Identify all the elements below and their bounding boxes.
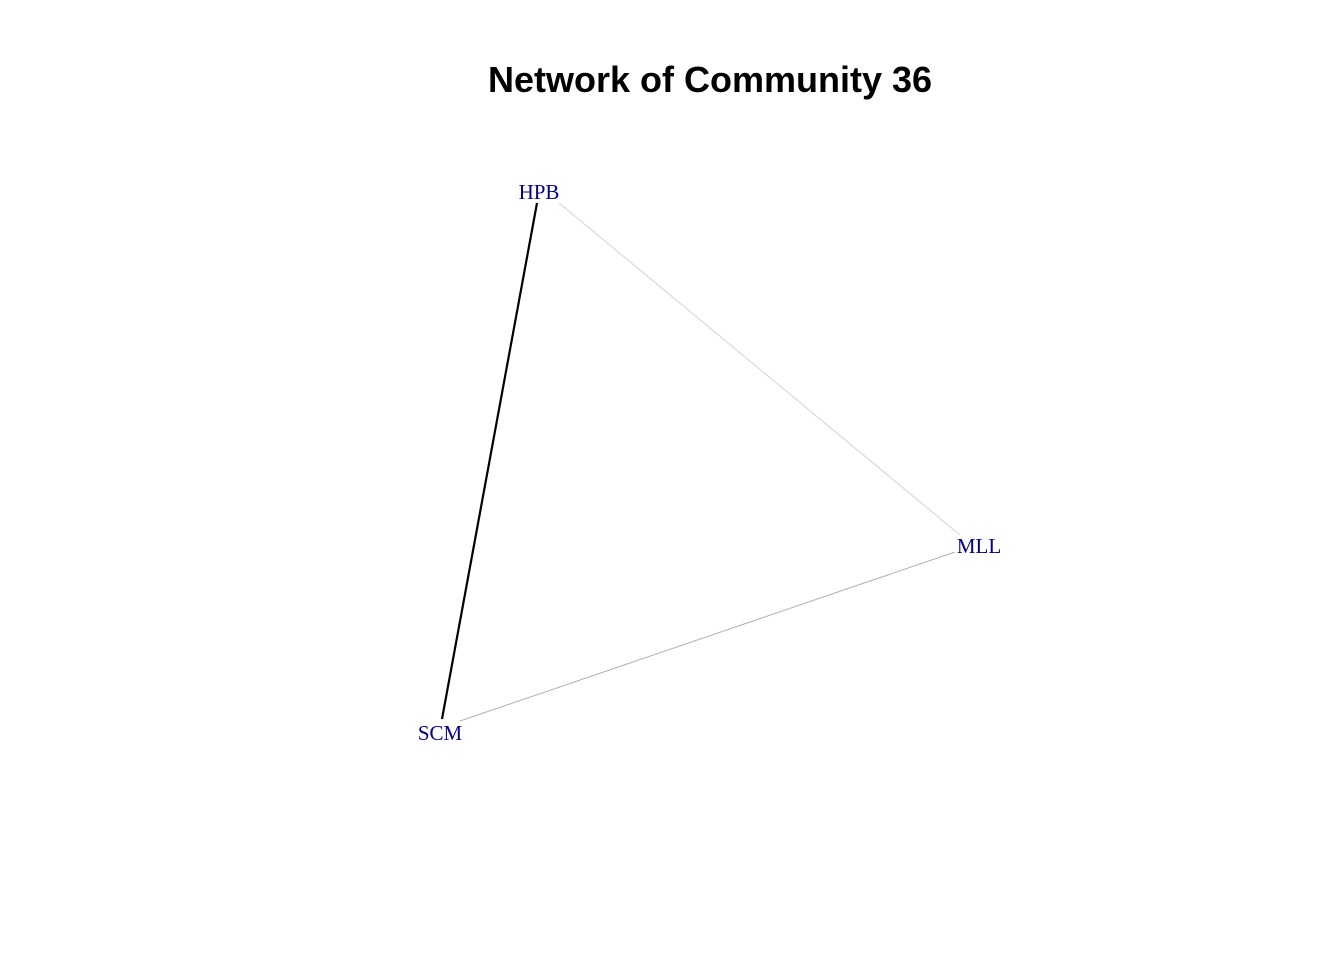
edges-layer — [440, 202, 961, 722]
edge-mll-scm — [459, 551, 956, 722]
node-label-mll: MLL — [957, 534, 1001, 558]
nodes-layer: HPB MLL SCM — [418, 180, 1001, 745]
edge-hpb-mll — [558, 202, 961, 536]
node-label-hpb: HPB — [519, 180, 560, 204]
plot-title: Network of Community 36 — [488, 59, 932, 100]
edge-hpb-scm — [440, 202, 539, 720]
node-label-scm: SCM — [418, 721, 463, 745]
